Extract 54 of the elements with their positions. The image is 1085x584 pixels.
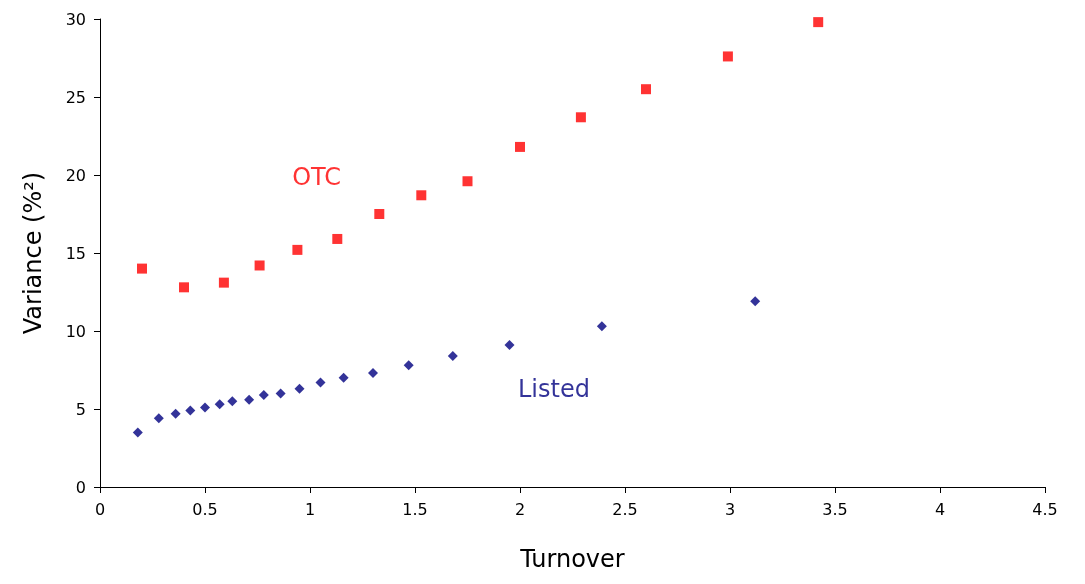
point <box>315 377 326 388</box>
y-tick-label: 15 <box>65 243 86 263</box>
point <box>338 372 349 383</box>
point <box>200 402 210 413</box>
point <box>170 408 181 419</box>
y-tick-label: 10 <box>65 321 86 341</box>
point <box>462 176 473 187</box>
point <box>374 209 385 219</box>
point <box>185 405 196 416</box>
x-tick-label: 4 <box>934 499 946 519</box>
x-tick-label: 2.5 <box>612 499 638 519</box>
point <box>214 399 225 410</box>
series-label: OTC <box>292 163 342 192</box>
point <box>722 51 733 62</box>
point <box>750 296 761 307</box>
point <box>813 17 824 28</box>
point <box>332 233 343 244</box>
point <box>227 396 238 407</box>
point <box>153 413 164 424</box>
point <box>218 277 229 288</box>
point <box>575 112 586 123</box>
y-axis-title: Variance (%²) <box>19 171 47 335</box>
y-tick-label: 25 <box>65 87 86 107</box>
y-tick-label: 20 <box>65 165 86 185</box>
x-tick-label: 2 <box>514 499 526 519</box>
x-axis-title: Turnover <box>519 545 625 573</box>
point <box>515 141 525 152</box>
point <box>275 388 286 399</box>
x-tick-label: 0 <box>94 499 106 519</box>
point <box>447 350 458 361</box>
x-tick-label: 1.5 <box>402 499 428 519</box>
x-tick-label: 3 <box>724 499 736 519</box>
point <box>258 389 269 400</box>
point <box>596 321 607 332</box>
x-tick-label: 3.5 <box>822 499 848 519</box>
point <box>292 244 303 255</box>
y-tick-label: 0 <box>75 477 86 497</box>
y-tick-label: 30 <box>65 9 86 29</box>
x-tick-label: 0.5 <box>192 499 218 519</box>
point <box>244 394 255 405</box>
point <box>641 84 651 95</box>
point <box>403 360 414 371</box>
x-tick-label: 4.5 <box>1032 499 1058 519</box>
point <box>179 282 189 293</box>
x-tick-label: 1 <box>304 499 316 519</box>
point <box>254 260 265 271</box>
point <box>416 190 427 201</box>
series-label: Listed <box>517 375 590 404</box>
point <box>294 383 305 394</box>
point <box>504 340 515 351</box>
point <box>137 263 147 274</box>
y-tick-label: 5 <box>75 399 86 419</box>
point <box>368 368 378 379</box>
point <box>132 427 143 438</box>
